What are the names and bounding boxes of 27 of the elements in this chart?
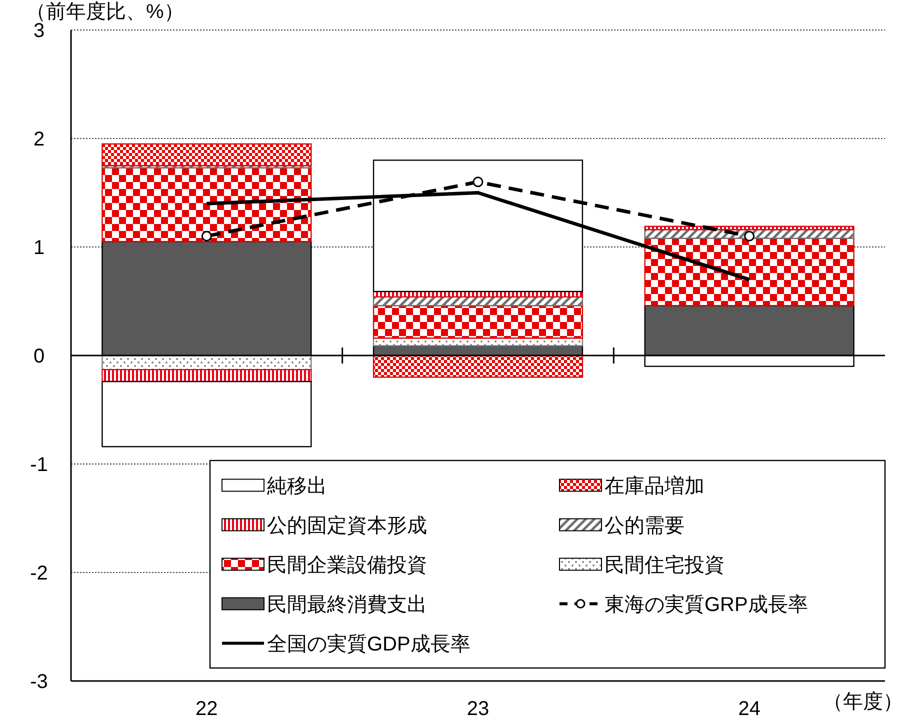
legend-label: 民間企業設備投資: [267, 554, 427, 576]
legend-label: 純移出: [267, 475, 327, 498]
x-tick-label: 22: [196, 698, 218, 720]
x-tick-label: 24: [738, 698, 760, 720]
x-axis-title: （年度）: [823, 691, 903, 713]
bar: [372, 354, 584, 378]
y-tick-label: 0: [33, 346, 45, 368]
bar: [102, 143, 312, 166]
legend-label: 東海の実質GRP成長率: [604, 592, 808, 616]
y-tick-label: -2: [30, 562, 48, 584]
bar: [372, 304, 584, 339]
legend-label: 民間住宅投資: [604, 553, 724, 576]
bar: [372, 338, 584, 346]
bar: [102, 369, 312, 382]
legend-label: 在庫品増加: [604, 474, 704, 498]
legend-label: 全国の実質GDP成長率: [267, 632, 470, 656]
legend-label: 民間最終消費支出: [267, 594, 427, 616]
legend-label: 公的需要: [604, 514, 684, 537]
y-axis-title: （前年度比、%）: [26, 1, 184, 23]
y-tick-label: 3: [33, 20, 45, 42]
y-tick-label: 1: [33, 237, 45, 259]
y-tick-label: -1: [30, 454, 48, 476]
y-tick-label: -3: [30, 671, 48, 693]
x-tick-label: 23: [466, 698, 490, 720]
bar: [102, 380, 312, 448]
y-tick-label: 2: [33, 128, 45, 150]
legend-label: 公的固定資本形成: [267, 514, 427, 537]
